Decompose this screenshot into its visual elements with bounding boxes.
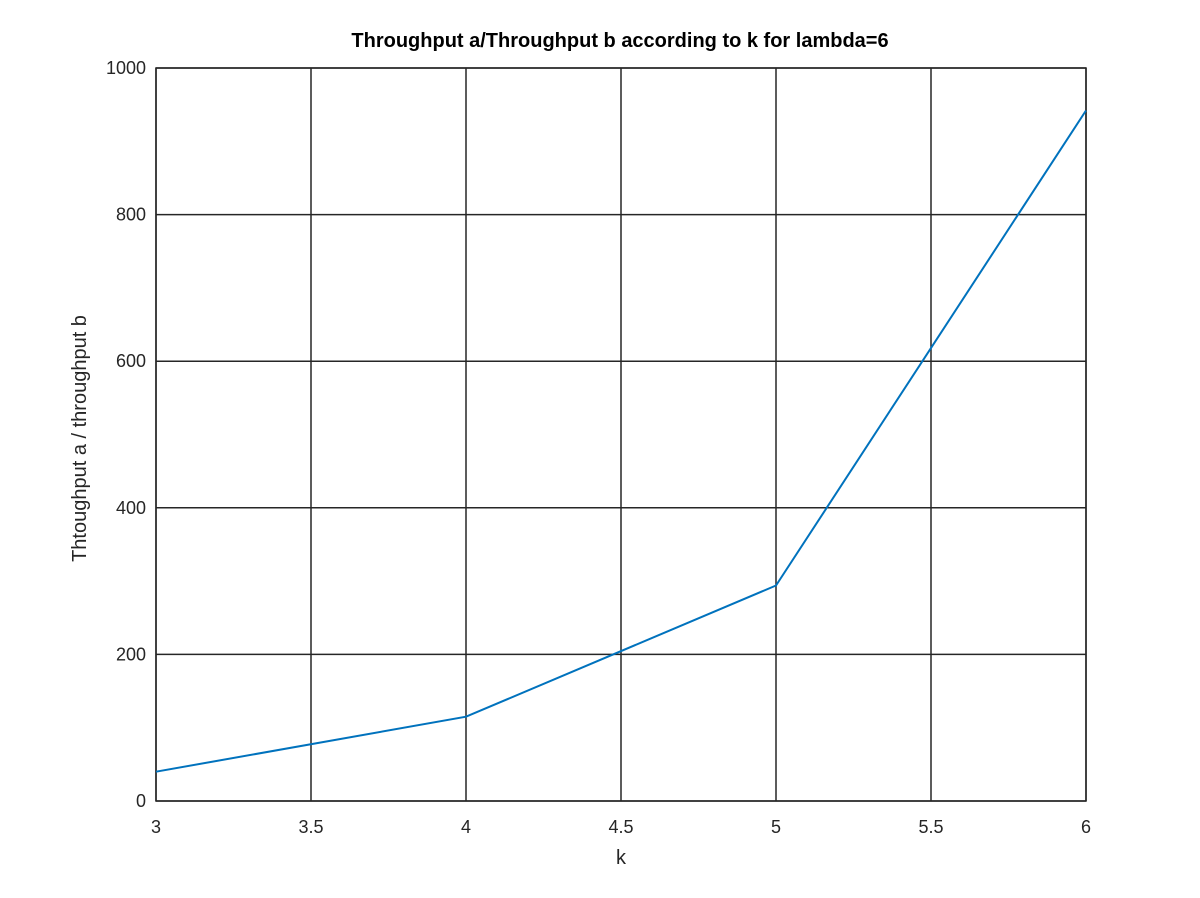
x-tick-label: 3.5 (298, 817, 323, 837)
y-tick-label: 800 (116, 205, 146, 225)
chart-title: Throughput a/Throughput b according to k… (351, 30, 888, 52)
y-axis-label: Thtoughput a / throughput b (69, 315, 91, 562)
y-tick-label: 600 (116, 351, 146, 371)
y-tick-label: 200 (116, 644, 146, 664)
y-tick-label: 400 (116, 498, 146, 518)
grid (155, 67, 1087, 802)
x-tick-label: 6 (1081, 817, 1091, 837)
x-tick-label: 5 (771, 817, 781, 837)
x-tick-label: 4.5 (608, 817, 633, 837)
x-tick-labels: 3 3.5 4 4.5 5 5.5 6 (151, 817, 1091, 837)
x-axis-label: k (616, 847, 627, 869)
y-tick-label: 0 (136, 791, 146, 811)
y-tick-labels: 0 200 400 600 800 1000 (106, 58, 146, 811)
x-tick-label: 5.5 (918, 817, 943, 837)
y-tick-label: 1000 (106, 58, 146, 78)
x-tick-label: 4 (461, 817, 471, 837)
axes-box (155, 67, 1087, 802)
series-layer (155, 109, 1087, 773)
x-tick-label: 3 (151, 817, 161, 837)
series-line-0 (155, 109, 1087, 773)
